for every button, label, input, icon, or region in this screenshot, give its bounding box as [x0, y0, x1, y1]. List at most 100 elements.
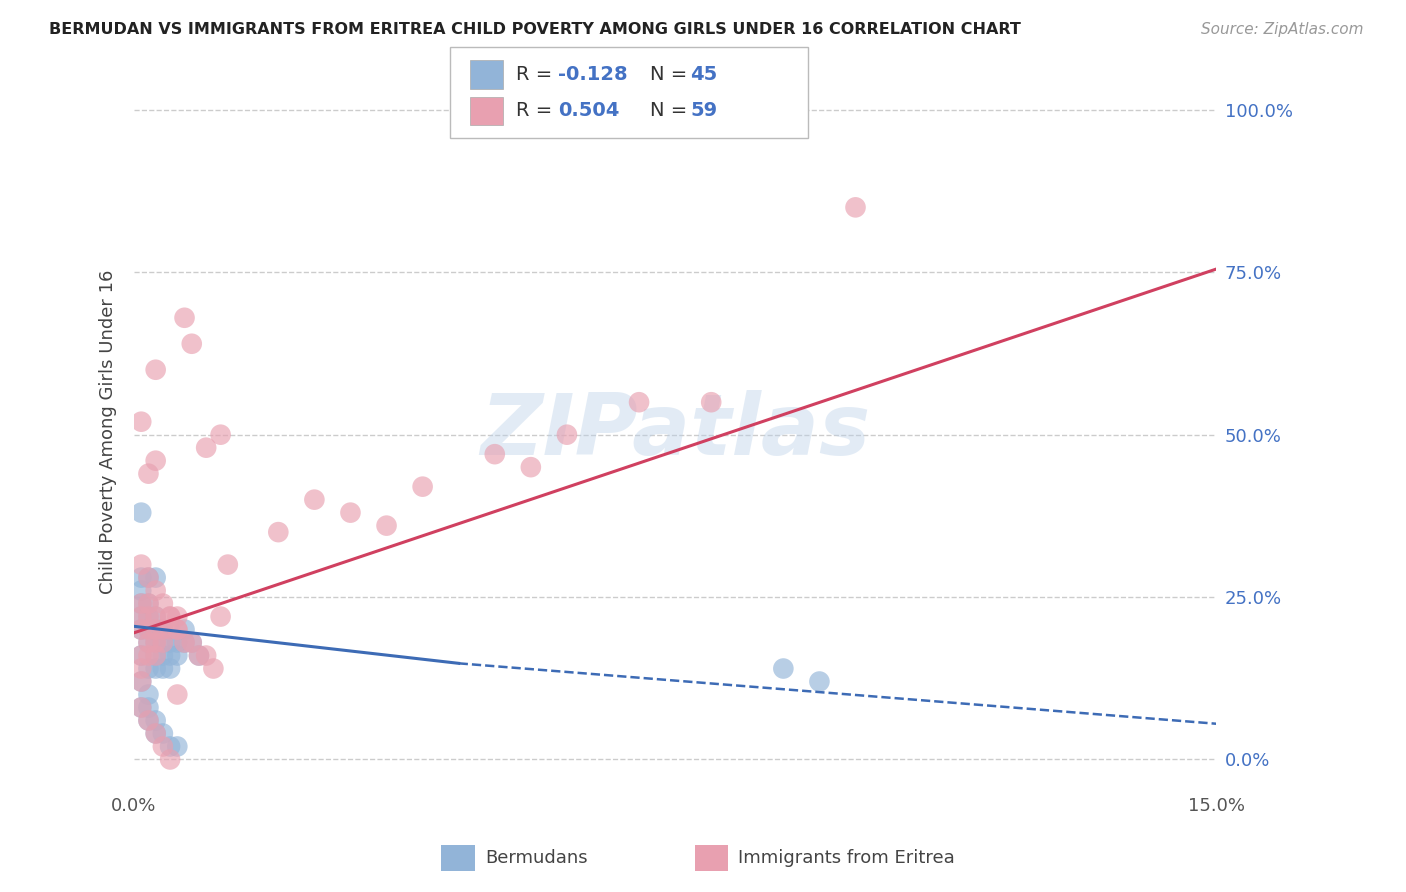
Point	[138, 597, 160, 611]
Point	[145, 648, 167, 663]
Point	[145, 453, 167, 467]
Point	[145, 623, 167, 637]
Point	[304, 492, 326, 507]
Text: 0.504: 0.504	[558, 102, 620, 120]
Point	[152, 661, 174, 675]
Point	[166, 648, 188, 663]
Point	[145, 609, 167, 624]
Point	[138, 609, 160, 624]
Point	[180, 336, 202, 351]
Point	[129, 623, 152, 637]
Point	[412, 480, 434, 494]
Point	[195, 648, 218, 663]
Text: ZIPatlas: ZIPatlas	[479, 390, 870, 473]
Text: -0.128: -0.128	[558, 65, 628, 84]
Point	[129, 571, 152, 585]
Point	[700, 395, 723, 409]
Point	[138, 661, 160, 675]
Point	[159, 609, 181, 624]
Point	[138, 700, 160, 714]
Point	[138, 597, 160, 611]
Point	[145, 648, 167, 663]
Point	[339, 506, 361, 520]
Point	[145, 714, 167, 728]
Point	[188, 648, 211, 663]
Text: Source: ZipAtlas.com: Source: ZipAtlas.com	[1201, 22, 1364, 37]
Text: R =: R =	[516, 65, 558, 84]
Point	[129, 648, 152, 663]
Point	[159, 648, 181, 663]
Point	[145, 571, 167, 585]
Point	[129, 700, 152, 714]
Point	[138, 635, 160, 649]
Point	[129, 415, 152, 429]
Point	[138, 714, 160, 728]
Point	[129, 700, 152, 714]
Point	[555, 427, 578, 442]
Point	[152, 739, 174, 754]
Point	[628, 395, 651, 409]
Point	[166, 635, 188, 649]
Point	[159, 635, 181, 649]
Point	[145, 609, 167, 624]
Point	[159, 752, 181, 766]
Point	[173, 635, 195, 649]
Point	[520, 460, 543, 475]
Point	[138, 623, 160, 637]
Point	[166, 623, 188, 637]
Point	[138, 571, 160, 585]
Point	[159, 661, 181, 675]
Point	[209, 609, 232, 624]
Point	[375, 518, 398, 533]
Text: R =: R =	[516, 102, 558, 120]
Point	[152, 597, 174, 611]
Text: Immigrants from Eritrea: Immigrants from Eritrea	[738, 849, 955, 867]
Text: N =: N =	[650, 65, 693, 84]
Point	[209, 427, 232, 442]
Point	[166, 688, 188, 702]
Point	[145, 363, 167, 377]
Point	[159, 609, 181, 624]
Point	[138, 688, 160, 702]
Point	[145, 726, 167, 740]
Point	[152, 648, 174, 663]
Point	[129, 674, 152, 689]
Text: 59: 59	[690, 102, 717, 120]
Point	[138, 467, 160, 481]
Point	[138, 609, 160, 624]
Point	[180, 635, 202, 649]
Point	[772, 661, 794, 675]
Point	[195, 441, 218, 455]
Point	[138, 623, 160, 637]
Text: N =: N =	[650, 102, 693, 120]
Point	[202, 661, 225, 675]
Point	[129, 597, 152, 611]
Text: Bermudans: Bermudans	[485, 849, 588, 867]
Point	[159, 623, 181, 637]
Text: 45: 45	[690, 65, 717, 84]
Point	[166, 739, 188, 754]
Point	[138, 635, 160, 649]
Point	[173, 635, 195, 649]
Point	[808, 674, 831, 689]
Point	[152, 635, 174, 649]
Point	[129, 609, 152, 624]
Point	[129, 506, 152, 520]
Point	[844, 200, 866, 214]
Point	[188, 648, 211, 663]
Point	[145, 583, 167, 598]
Point	[129, 597, 152, 611]
Point	[152, 623, 174, 637]
Point	[145, 726, 167, 740]
Text: BERMUDAN VS IMMIGRANTS FROM ERITREA CHILD POVERTY AMONG GIRLS UNDER 16 CORRELATI: BERMUDAN VS IMMIGRANTS FROM ERITREA CHIL…	[49, 22, 1021, 37]
Point	[145, 623, 167, 637]
Point	[152, 726, 174, 740]
Point	[145, 661, 167, 675]
Point	[129, 609, 152, 624]
Point	[129, 674, 152, 689]
Point	[173, 623, 195, 637]
Point	[129, 648, 152, 663]
Point	[129, 558, 152, 572]
Point	[484, 447, 506, 461]
Point	[129, 661, 152, 675]
